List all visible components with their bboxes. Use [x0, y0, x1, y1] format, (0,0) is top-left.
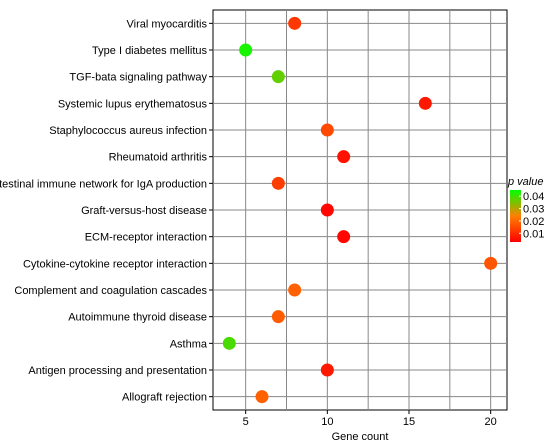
y-tick-label: Systemic lupus erythematosus [58, 98, 208, 110]
legend-tick-label: 0.04 [523, 191, 544, 203]
legend-ticks: 0.010.020.030.04 [519, 191, 544, 240]
data-point [320, 123, 334, 137]
data-point [337, 230, 351, 244]
y-tick-label: TGF-bata signaling pathway [69, 72, 207, 84]
grid [213, 10, 507, 410]
legend-tick-label: 0.02 [523, 216, 544, 228]
x-tick-label: 15 [403, 416, 415, 428]
data-point [320, 203, 334, 217]
x-axis-ticks: 5 10 15 20 [243, 410, 497, 428]
y-tick-label: Viral myocarditis [127, 18, 208, 30]
data-points [222, 16, 498, 404]
data-point [222, 336, 236, 350]
data-point [320, 363, 334, 377]
y-tick-label: Allograft rejection [122, 392, 207, 404]
x-tick-label: 5 [243, 416, 249, 428]
x-tick-label: 20 [485, 416, 497, 428]
data-point [239, 43, 253, 57]
y-tick-label: Asthma [170, 338, 208, 350]
y-tick-label: Type I diabetes mellitus [92, 45, 207, 57]
data-point [271, 310, 285, 324]
y-tick-label: Autoimmune thyroid disease [68, 312, 207, 324]
data-point [337, 150, 351, 164]
data-point [418, 96, 432, 110]
y-tick-label: Antigen processing and presentation [28, 365, 207, 377]
legend-colorbar [510, 190, 521, 242]
y-axis-labels: Viral myocarditis Type I diabetes mellitu… [0, 18, 213, 404]
color-legend: p value 0.010.020.030.04 [507, 176, 544, 242]
data-point [271, 176, 285, 190]
data-point [271, 70, 285, 84]
y-tick-label: ECM-receptor interaction [85, 232, 207, 244]
y-tick-label: Complement and coagulation cascades [14, 285, 207, 297]
x-axis-title: Gene count [332, 431, 389, 443]
legend-tick-label: 0.03 [523, 204, 544, 216]
data-point [288, 283, 302, 297]
y-tick-label: Cytokine-cytokine receptor interaction [23, 258, 207, 270]
y-tick-label: Staphylococcus aureus infection [49, 125, 207, 137]
data-point [288, 16, 302, 30]
legend-tick-label: 0.01 [523, 228, 544, 240]
data-point [484, 256, 498, 270]
y-tick-label: Intestinal immune network for IgA produc… [0, 178, 207, 190]
y-tick-label: Rheumatoid arthritis [109, 152, 208, 164]
y-tick-label: Graft-versus-host disease [81, 205, 207, 217]
legend-title: p value [507, 176, 543, 188]
data-point [255, 390, 269, 404]
x-tick-label: 10 [321, 416, 333, 428]
